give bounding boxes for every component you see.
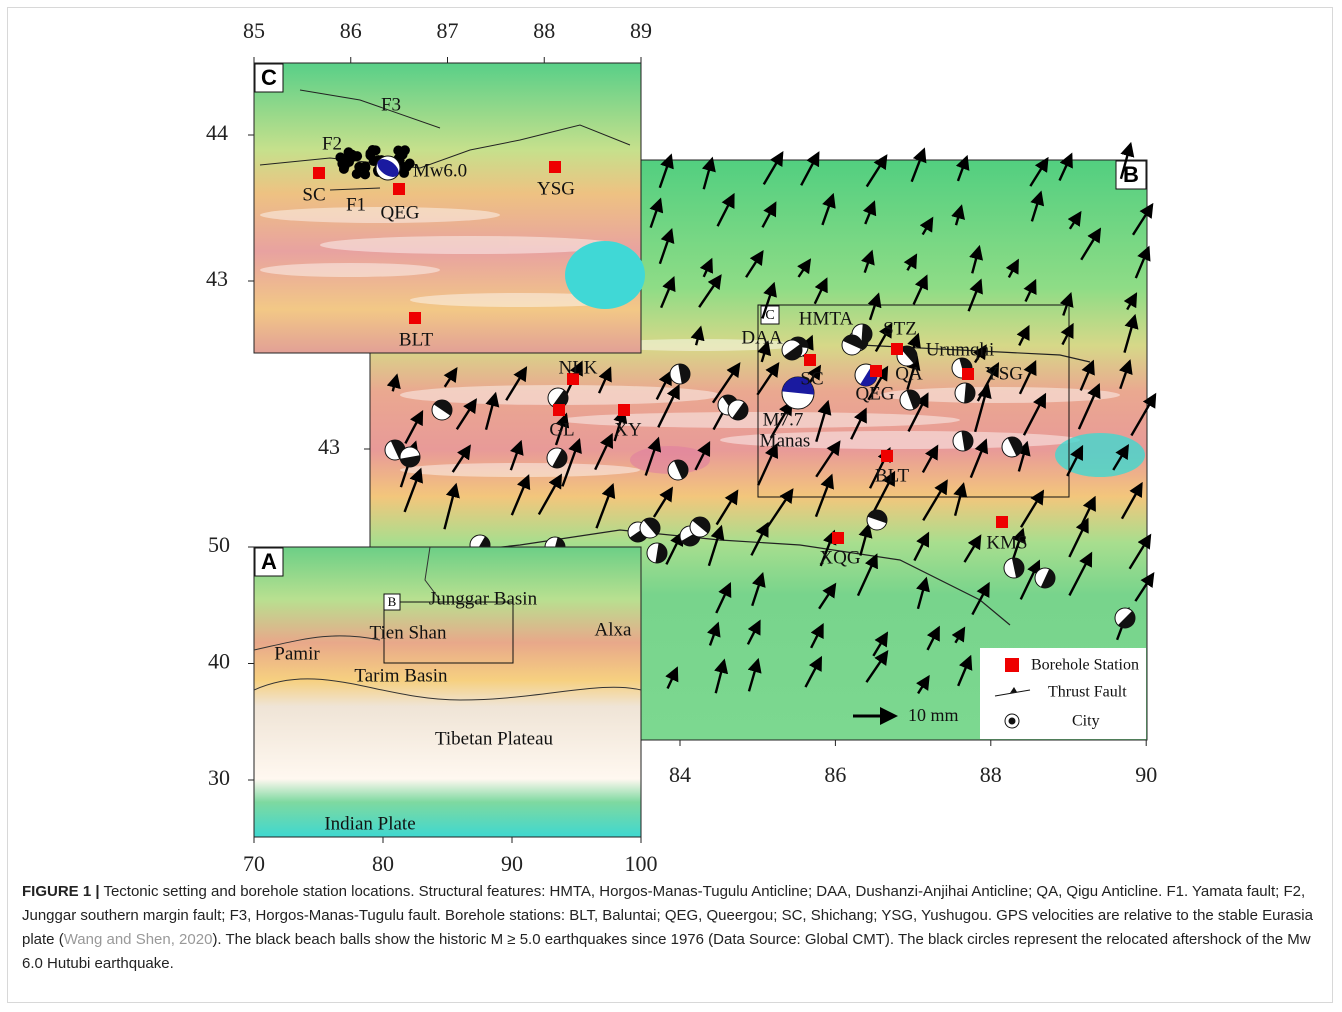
map-label: Manas xyxy=(760,430,811,451)
aftershock xyxy=(352,169,362,179)
inset-label: B xyxy=(388,594,397,609)
tick-label: 90 xyxy=(501,851,523,875)
borehole-station xyxy=(409,312,421,324)
tick-label: 50 xyxy=(208,532,230,557)
tick-label: 43 xyxy=(318,434,340,459)
tick-label: 70 xyxy=(243,851,265,875)
caption-text: ). The black beach balls show the histor… xyxy=(22,931,1311,972)
legend-text: City xyxy=(1072,713,1100,730)
aftershock xyxy=(348,152,358,162)
tick-label: 40 xyxy=(208,649,230,674)
map-label: QEG xyxy=(380,202,419,223)
panel-c: C F3 F2 F1 Mw6.0 SC QEG YSG BLT xyxy=(254,63,645,353)
tick-label: 89 xyxy=(630,18,652,43)
page: { "panel_b": { "label": "B", "inset_labe… xyxy=(0,0,1342,1012)
map-label: XY xyxy=(614,419,642,440)
aftershock xyxy=(360,162,370,172)
tick-label: 86 xyxy=(340,18,362,43)
tick-label: 100 xyxy=(625,851,658,875)
map-label: GL xyxy=(549,419,574,440)
map-label: Tarim Basin xyxy=(354,665,448,686)
borehole-station xyxy=(832,532,844,544)
map-label: F3 xyxy=(381,94,401,115)
tick-label: 85 xyxy=(243,18,265,43)
inset-label: C xyxy=(765,308,774,323)
borehole-station xyxy=(618,404,630,416)
aftershock xyxy=(399,168,409,178)
tick-label: 88 xyxy=(533,18,555,43)
lake xyxy=(565,241,645,309)
aftershock xyxy=(400,145,410,155)
legend-text: Borehole Station xyxy=(1031,657,1139,674)
tick-label: 90 xyxy=(1135,762,1157,787)
tick-label: 44 xyxy=(206,120,228,145)
map-label: BLT xyxy=(875,465,910,486)
map-label: QEG xyxy=(855,383,894,404)
map-label: YSG xyxy=(985,363,1023,384)
borehole-station xyxy=(804,354,816,366)
borehole-station xyxy=(881,450,893,462)
map-label: Alxa xyxy=(595,619,633,640)
legend-city-dot xyxy=(1009,718,1016,725)
caption: FIGURE 1 | Tectonic setting and borehole… xyxy=(22,880,1322,976)
map-label: Tibetan Plateau xyxy=(435,728,554,749)
map-label: Pamir xyxy=(274,643,320,664)
tick-label: 43 xyxy=(206,266,228,291)
map-label: HMTA xyxy=(799,308,854,329)
panel-letter: A xyxy=(261,549,277,574)
borehole-station xyxy=(996,516,1008,528)
map-label: M7.7 xyxy=(763,409,804,430)
map-label: YSG xyxy=(537,178,575,199)
scale-label: 10 mm xyxy=(908,705,959,725)
borehole-station xyxy=(393,183,405,195)
map-c xyxy=(254,63,641,353)
borehole-station xyxy=(870,365,882,377)
map-label: Urumqhi xyxy=(926,339,995,360)
map-label: Mw6.0 xyxy=(413,160,467,181)
map-label: Indian Plate xyxy=(324,813,415,834)
map-label: NLK xyxy=(558,357,597,378)
legend-text: Thrust Fault xyxy=(1048,684,1127,701)
tick-label: 88 xyxy=(980,762,1002,787)
map-label: F2 xyxy=(322,133,342,154)
map-label: Tien Shan xyxy=(370,622,447,643)
map-label: Junggar Basin xyxy=(429,588,538,609)
map-label: DAA xyxy=(741,327,782,348)
tick-label: 87 xyxy=(437,18,459,43)
map-label: KMS xyxy=(986,532,1027,553)
map-label: BLT xyxy=(399,329,434,350)
panel-a: B A Junggar Basin Tien Shan Alxa Pamir Tarim… xyxy=(254,547,641,837)
aftershock xyxy=(339,164,349,174)
borehole-station xyxy=(313,167,325,179)
borehole-station xyxy=(549,161,561,173)
borehole-station xyxy=(962,368,974,380)
map-label: XQG xyxy=(819,547,860,568)
map-label: SC xyxy=(800,368,823,389)
tick-label: 80 xyxy=(372,851,394,875)
map-label: SC xyxy=(302,184,325,205)
tick-label: 84 xyxy=(669,762,691,787)
map-label: QA xyxy=(895,363,923,384)
legend-square xyxy=(1005,658,1019,672)
aftershock xyxy=(368,145,378,155)
map-label: F1 xyxy=(346,194,366,215)
tick-label: 86 xyxy=(824,762,846,787)
panel-letter: C xyxy=(261,65,277,90)
caption-link[interactable]: Wang and Shen, 2020 xyxy=(64,931,213,948)
borehole-station xyxy=(891,343,903,355)
caption-heading: FIGURE 1 | xyxy=(22,883,100,900)
map-label: STZ xyxy=(883,318,917,339)
tick-label: 30 xyxy=(208,765,230,790)
borehole-station xyxy=(553,404,565,416)
